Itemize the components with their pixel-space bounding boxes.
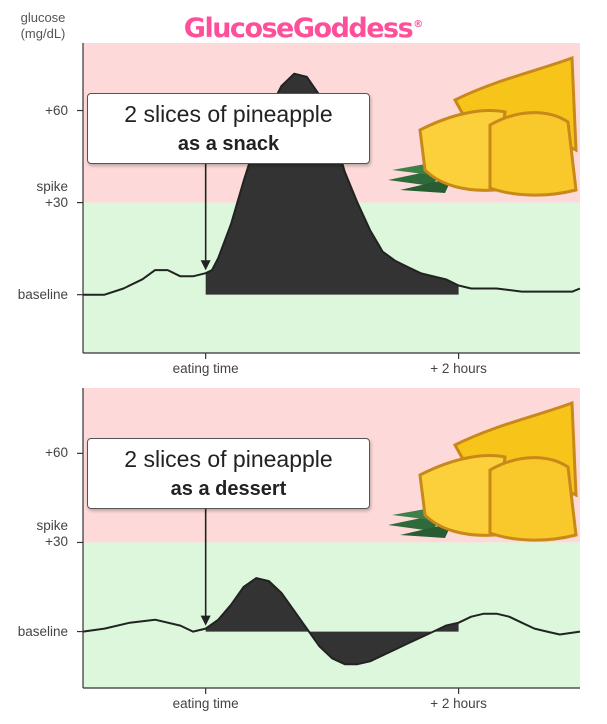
y-tick-label-60: +60: [45, 445, 68, 461]
callout-arrowhead: [200, 615, 211, 626]
callout-box: 2 slices of pineapple as a dessert: [87, 438, 370, 509]
glucose-area-fill: [205, 578, 459, 665]
brand-registered-mark: ®: [413, 19, 424, 30]
pineapple-slice-right: [488, 456, 578, 542]
pineapple-slice-right: [488, 111, 578, 197]
x-tick-label: eating time: [172, 361, 239, 376]
pineapple-illustration: [388, 400, 578, 542]
glucose-curve: [82, 577, 581, 666]
y-tick-label-spike: spike +30: [36, 518, 68, 550]
callout-box: 2 slices of pineapple as a snack: [87, 93, 370, 164]
glucose-curve: [83, 72, 581, 296]
y-unit-label: glucose (mg/dL): [20, 10, 66, 41]
y-tick-label-baseline: baseline: [17, 623, 68, 639]
y-tick-label-spike: spike +30: [36, 178, 68, 210]
normal-zone-background: [83, 542, 580, 688]
y-tick-label-60: +60: [45, 102, 68, 118]
chart-1: [77, 43, 581, 359]
x-tick-label: + 2 hours: [430, 361, 487, 376]
callout-line-1: 2 slices of pineapple: [124, 101, 333, 127]
x-tick-label: + 2 hours: [430, 696, 487, 711]
chart-2: [77, 388, 581, 694]
callout-line-2: as a dessert: [170, 478, 287, 500]
callout-arrowhead: [200, 260, 211, 271]
pineapple-illustration: [388, 55, 578, 197]
callout-line-2: as a snack: [177, 133, 280, 155]
x-tick-label: eating time: [172, 696, 239, 711]
brand-name: GlucoseGoddess: [183, 13, 414, 44]
callout-line-1: 2 slices of pineapple: [124, 446, 333, 472]
brand-logo: GlucoseGoddess®: [0, 13, 607, 44]
y-tick-label-baseline: baseline: [17, 286, 68, 302]
